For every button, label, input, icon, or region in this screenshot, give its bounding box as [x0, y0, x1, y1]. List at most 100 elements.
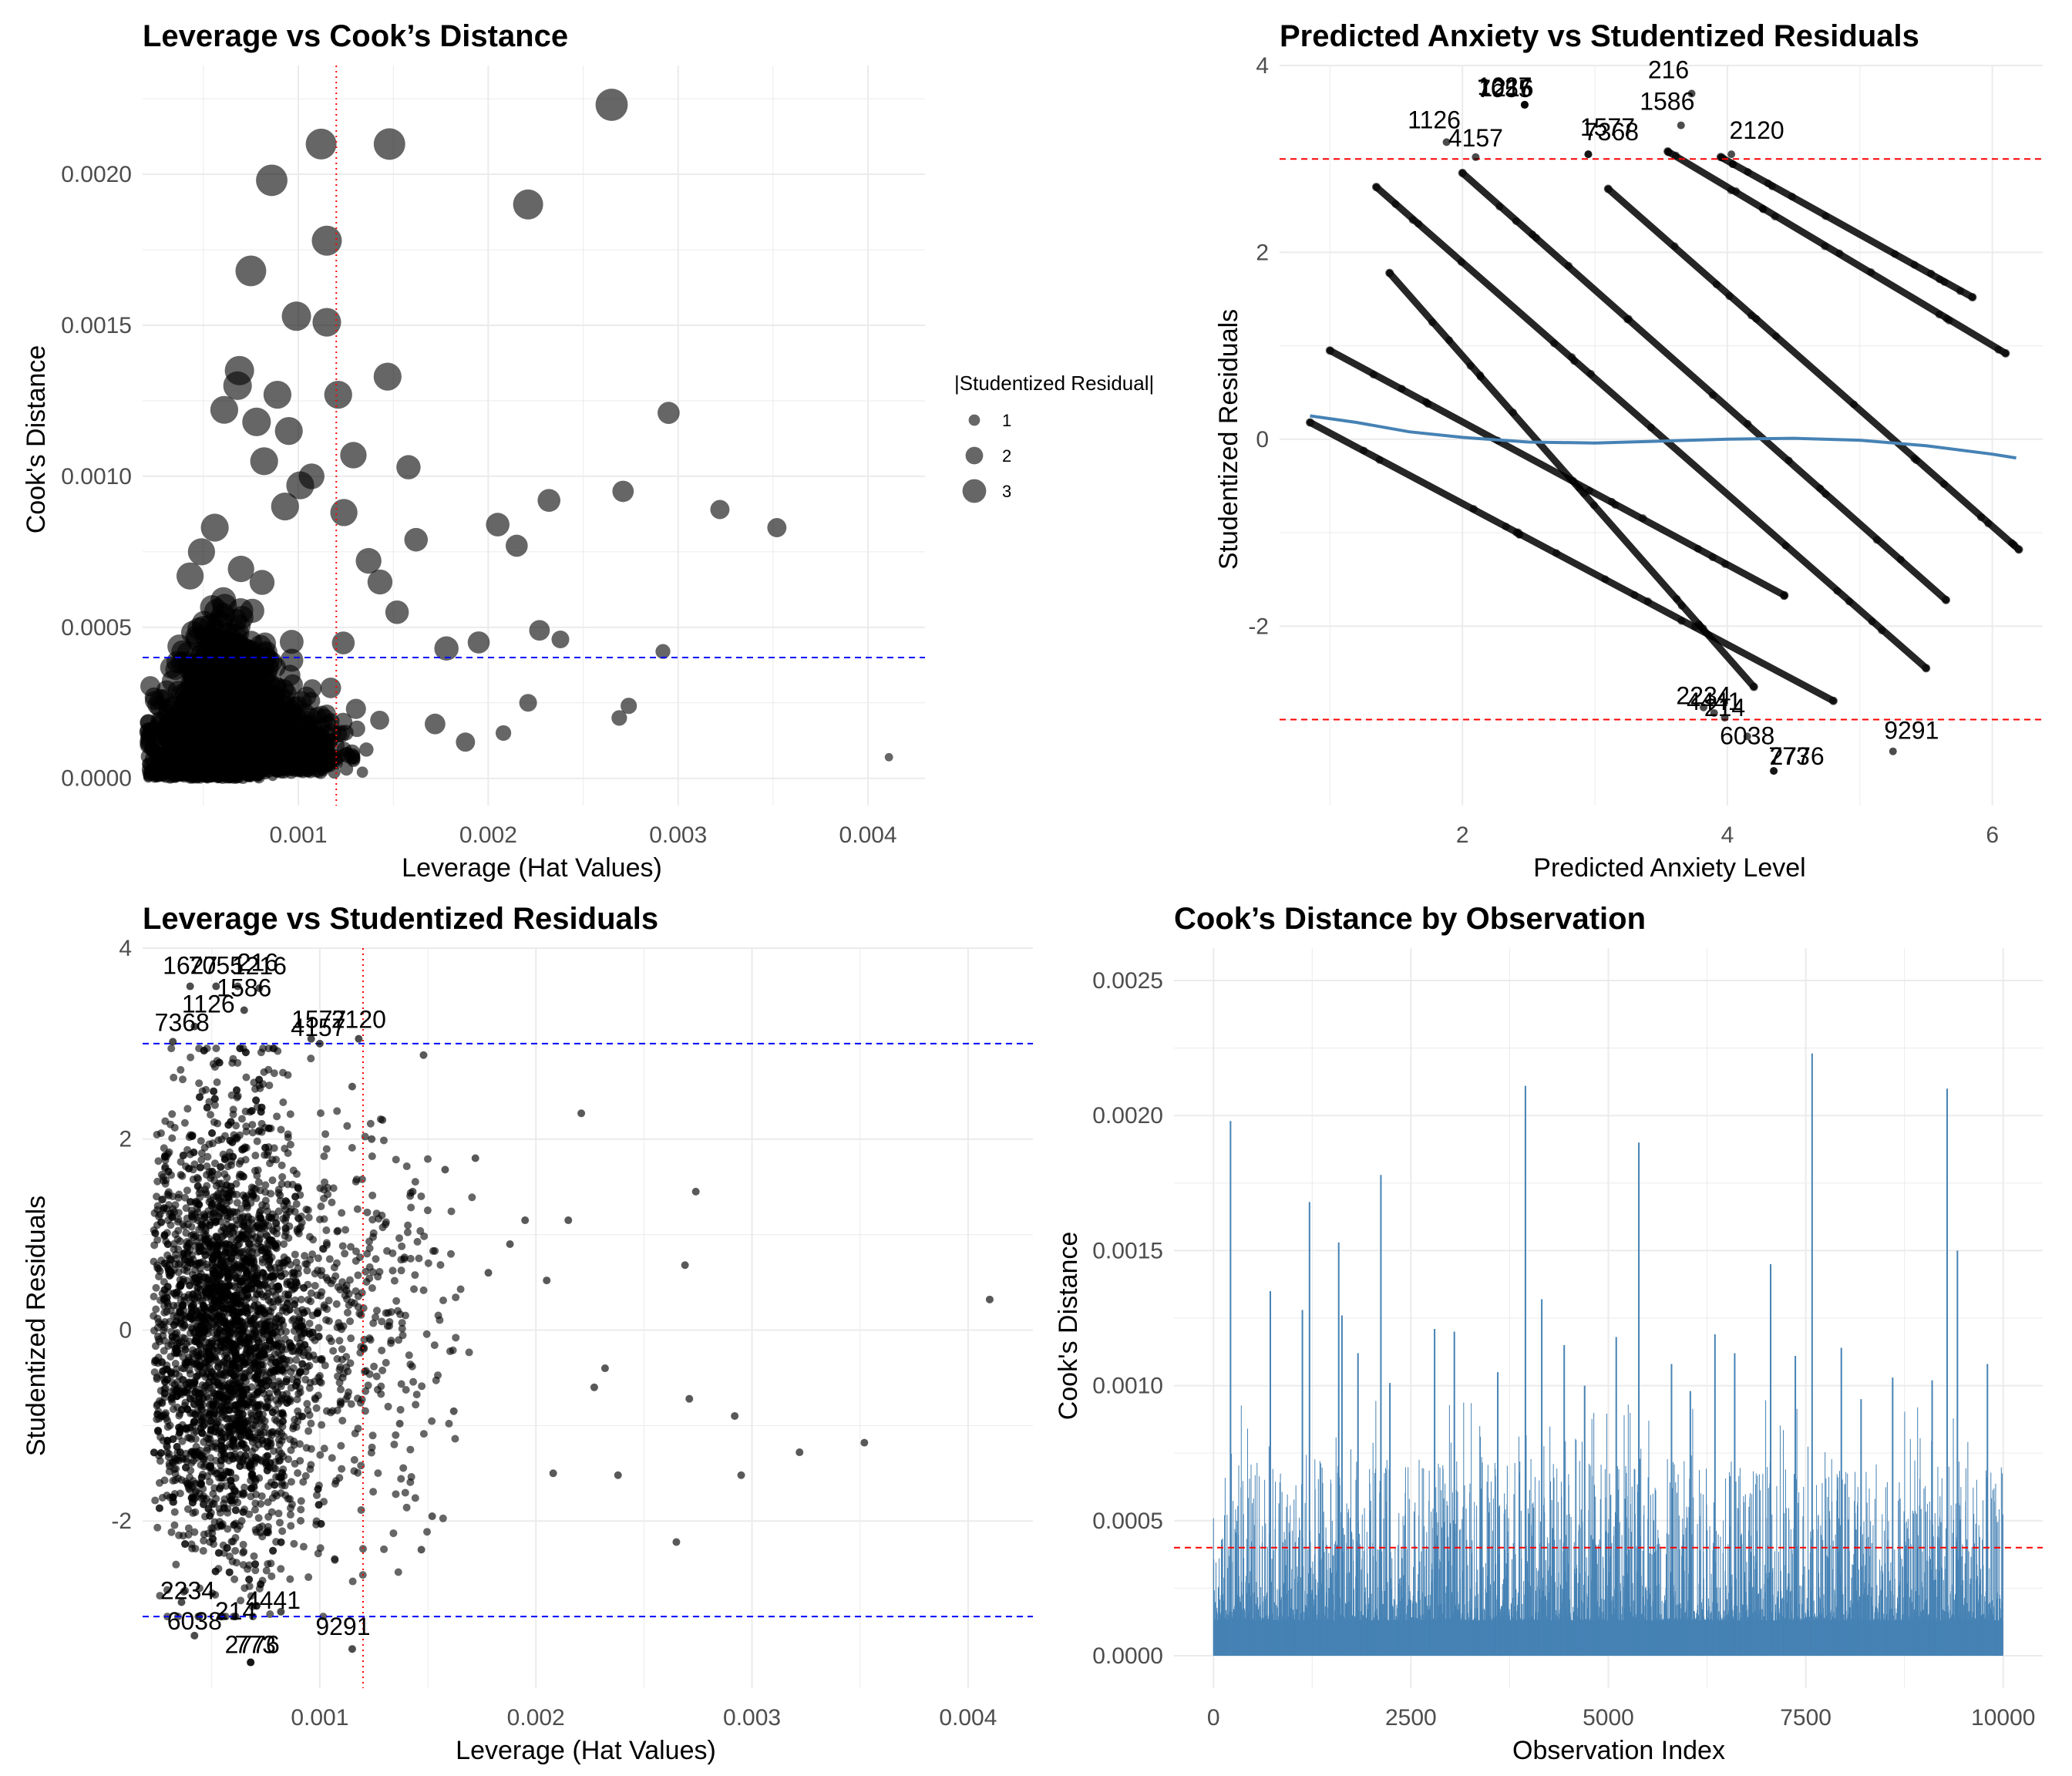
labeled-point	[1472, 153, 1480, 161]
data-point	[324, 381, 352, 409]
y-tick-label: 0.0015	[61, 313, 132, 338]
data-point	[160, 1308, 169, 1317]
legend-title: |Studentized Residual|	[954, 372, 1154, 395]
data-point	[1466, 362, 1475, 370]
y-tick-label: 4	[1256, 53, 1269, 79]
data-point	[270, 1447, 278, 1455]
data-point	[2014, 545, 2023, 554]
data-point	[513, 189, 543, 220]
data-point	[1956, 287, 1964, 295]
data-point	[1375, 456, 1384, 464]
data-point	[233, 1220, 241, 1229]
data-point	[163, 752, 180, 768]
data-point	[297, 1505, 305, 1514]
panel1-reference-lines	[143, 66, 925, 806]
legend-key-label: 2	[1002, 446, 1011, 466]
data-point	[255, 1474, 264, 1482]
data-point	[283, 755, 298, 769]
data-point	[1768, 182, 1776, 190]
data-point	[1608, 497, 1616, 506]
data-point	[161, 1117, 170, 1125]
data-point	[235, 752, 251, 768]
data-point	[210, 1410, 218, 1418]
data-point	[1325, 346, 1334, 355]
data-point	[292, 742, 307, 757]
data-point	[271, 492, 299, 521]
data-point	[278, 1172, 287, 1181]
data-point	[658, 402, 680, 424]
data-point	[286, 1511, 294, 1519]
data-point	[162, 1176, 170, 1185]
data-point	[304, 1573, 313, 1582]
data-point	[537, 489, 561, 513]
data-point	[1878, 626, 1886, 634]
data-point	[242, 407, 271, 436]
data-point	[315, 1216, 324, 1224]
data-point	[233, 1199, 241, 1207]
y-tick-label: 0.0010	[61, 464, 132, 489]
data-point	[286, 1504, 294, 1512]
data-point	[281, 301, 311, 331]
data-point	[254, 1178, 263, 1186]
data-point	[210, 742, 227, 758]
data-point	[180, 1118, 189, 1127]
data-point	[356, 766, 368, 779]
data-point	[373, 362, 402, 391]
data-point	[1708, 553, 1717, 562]
data-point	[1780, 590, 1789, 600]
data-point	[199, 1546, 207, 1555]
data-point	[270, 759, 284, 774]
data-point	[1833, 587, 1842, 595]
x-tick-label: 6	[1986, 822, 1999, 848]
data-point	[170, 1301, 178, 1310]
data-point	[1495, 202, 1504, 210]
point-label: 2120	[1730, 116, 1784, 144]
data-point	[278, 1527, 287, 1536]
point-label: 1577	[1580, 113, 1635, 141]
data-point	[200, 513, 229, 542]
data-point	[296, 1388, 304, 1397]
data-point	[1994, 345, 2003, 354]
data-point	[1910, 261, 1919, 269]
legend-keys: 123	[962, 411, 1011, 503]
data-point	[1727, 187, 1735, 195]
point-label: 1627	[1477, 72, 1532, 100]
data-point	[1821, 490, 1830, 499]
data-point	[254, 757, 268, 771]
data-point	[322, 1226, 331, 1235]
data-point	[348, 720, 365, 738]
data-point	[294, 1469, 302, 1478]
x-tick-label: 0.002	[459, 822, 517, 848]
residual-band	[1326, 347, 1788, 599]
data-point	[279, 630, 304, 654]
data-point	[254, 734, 270, 749]
labeled-point	[1727, 150, 1736, 159]
data-point	[170, 1508, 179, 1516]
data-point	[210, 669, 232, 691]
data-point	[265, 1081, 274, 1090]
data-point	[286, 1110, 294, 1118]
data-point	[187, 1223, 196, 1231]
data-point	[1867, 267, 1875, 276]
data-point	[1428, 318, 1437, 327]
data-point	[184, 1531, 193, 1539]
data-point	[144, 751, 160, 767]
point-label: 7055	[1477, 75, 1532, 103]
labeled-point	[1770, 767, 1778, 775]
data-point	[176, 562, 204, 590]
data-point	[767, 518, 787, 537]
data-point	[235, 1364, 244, 1372]
data-point	[244, 1565, 252, 1573]
data-point	[1835, 249, 1844, 257]
data-point	[237, 1157, 245, 1166]
data-point	[353, 1205, 362, 1213]
y-tick-label: 0	[1256, 427, 1269, 452]
data-point	[152, 1283, 160, 1292]
data-point	[710, 500, 730, 520]
data-point	[298, 758, 311, 771]
data-point	[1984, 520, 1993, 528]
labeled-point	[1442, 138, 1451, 146]
data-point	[1749, 682, 1758, 691]
data-point	[344, 748, 361, 765]
data-point	[274, 1207, 283, 1216]
